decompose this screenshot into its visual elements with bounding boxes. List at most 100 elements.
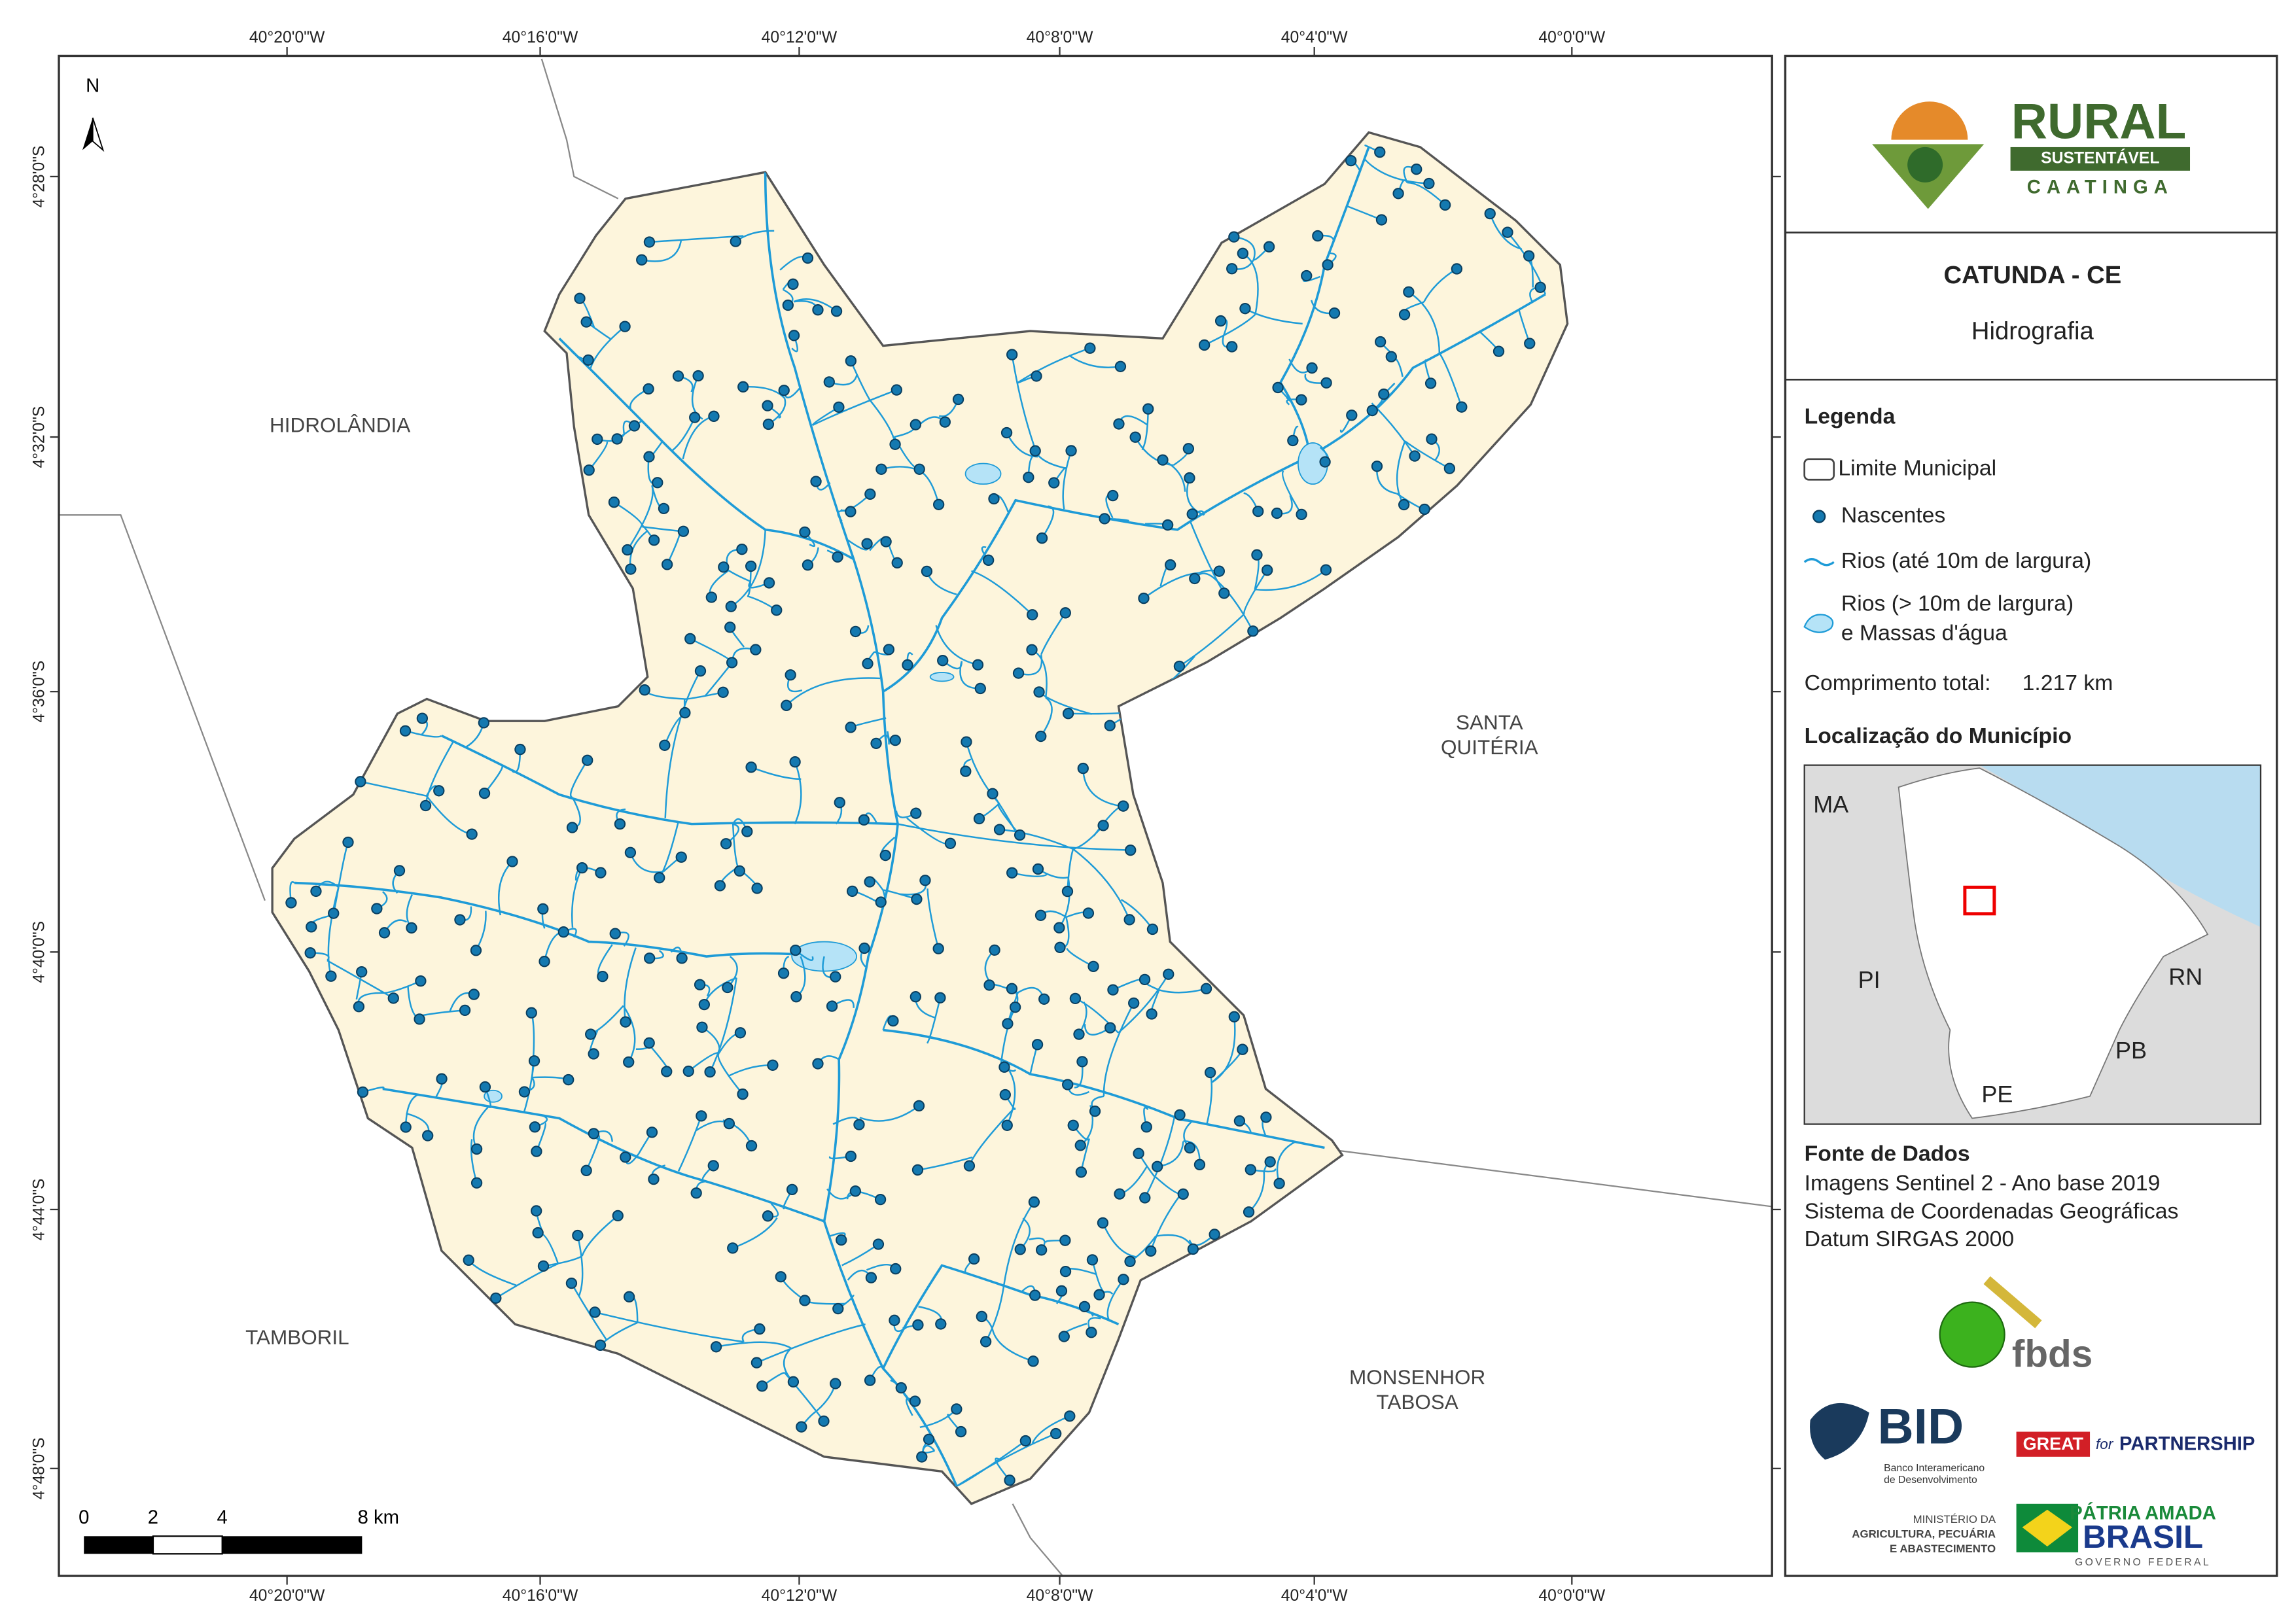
spring — [1009, 1001, 1021, 1013]
main-river — [382, 1087, 825, 1223]
spring — [639, 684, 650, 696]
spring — [790, 944, 802, 956]
logo-tree — [1907, 147, 1943, 183]
spring — [1239, 303, 1251, 315]
stream — [677, 1115, 702, 1172]
x-coordinate-label: 40°0'0"W — [1538, 1587, 1605, 1605]
spring — [1069, 992, 1082, 1005]
spring — [1014, 1244, 1026, 1255]
spring — [787, 1376, 800, 1387]
spring — [1375, 336, 1386, 348]
spring — [1209, 1229, 1220, 1240]
stream — [709, 977, 737, 1073]
spring — [1019, 1435, 1032, 1447]
spring — [723, 1117, 735, 1130]
spring — [1198, 339, 1210, 351]
stream — [751, 766, 802, 780]
stream — [684, 691, 724, 700]
spring — [763, 577, 775, 589]
spring — [726, 657, 738, 669]
stream — [581, 1215, 619, 1257]
stream — [1062, 450, 1072, 510]
spring — [677, 525, 690, 537]
spring — [832, 551, 843, 563]
spring — [1059, 1265, 1072, 1278]
spring — [1104, 1022, 1116, 1034]
spring — [470, 1143, 483, 1155]
spring — [1054, 941, 1066, 953]
spring — [1000, 427, 1013, 439]
scale-bar — [152, 1535, 223, 1555]
spring — [1099, 513, 1110, 525]
main-river — [764, 172, 958, 1487]
spring — [1252, 505, 1264, 517]
spring — [983, 979, 995, 991]
spring — [399, 725, 412, 737]
spring — [789, 756, 801, 768]
spring — [468, 988, 480, 1000]
spring — [1028, 1196, 1040, 1208]
partners-fbds: fbds — [2012, 1333, 2093, 1375]
stream — [664, 671, 701, 818]
spring — [529, 1121, 541, 1133]
spring — [883, 644, 895, 655]
neighbor-boundary — [1339, 1149, 1773, 1208]
spring — [1346, 410, 1358, 421]
spring — [836, 1234, 847, 1246]
spring — [1174, 1109, 1186, 1121]
spring — [1059, 607, 1071, 619]
spring — [1023, 472, 1034, 483]
neighbor-boundary — [540, 58, 619, 200]
logo-sun — [1891, 101, 1968, 140]
spring — [608, 497, 620, 508]
main-river — [294, 881, 824, 958]
spring — [1048, 477, 1060, 489]
stream — [1282, 470, 1303, 515]
spring — [636, 254, 648, 266]
spring — [1089, 1106, 1101, 1117]
spring — [1082, 907, 1095, 919]
spring — [1378, 388, 1390, 400]
spring — [775, 1271, 786, 1283]
map-places: HIDROLÂNDIA — [270, 413, 410, 437]
spring — [306, 921, 317, 933]
spring — [643, 383, 654, 395]
x-coordinate-label: 40°4'0"W — [1281, 29, 1348, 46]
spring — [998, 1061, 1010, 1073]
spring — [1187, 1243, 1199, 1255]
spring — [745, 1140, 758, 1152]
main-river — [1279, 147, 1370, 457]
spring — [756, 1380, 768, 1392]
spring — [1319, 456, 1331, 468]
spring — [1214, 315, 1227, 327]
spring — [1301, 270, 1313, 282]
spring — [1272, 381, 1284, 394]
spring — [623, 1056, 635, 1068]
spring — [895, 1382, 907, 1394]
spring — [1114, 360, 1127, 372]
spring — [916, 1451, 928, 1463]
spring — [771, 604, 783, 616]
spring — [750, 644, 762, 655]
logo-bar — [2010, 147, 2191, 171]
stream — [1106, 1279, 1124, 1322]
spring — [588, 1048, 599, 1060]
spring — [861, 538, 873, 550]
spring — [1027, 609, 1038, 621]
stream — [624, 947, 637, 1022]
spring — [478, 717, 490, 729]
spring — [751, 1357, 763, 1369]
legend-total-value: 1.217 km — [2022, 671, 2113, 695]
spring — [654, 872, 665, 884]
spring — [762, 1210, 774, 1222]
spring — [733, 865, 745, 877]
spring — [972, 659, 984, 671]
spring — [589, 1306, 601, 1318]
spring — [858, 942, 870, 954]
neighbor-boundary — [1012, 1503, 1063, 1577]
spring — [1524, 338, 1536, 349]
spring — [910, 991, 921, 1003]
partners-for: for — [2096, 1436, 2114, 1452]
